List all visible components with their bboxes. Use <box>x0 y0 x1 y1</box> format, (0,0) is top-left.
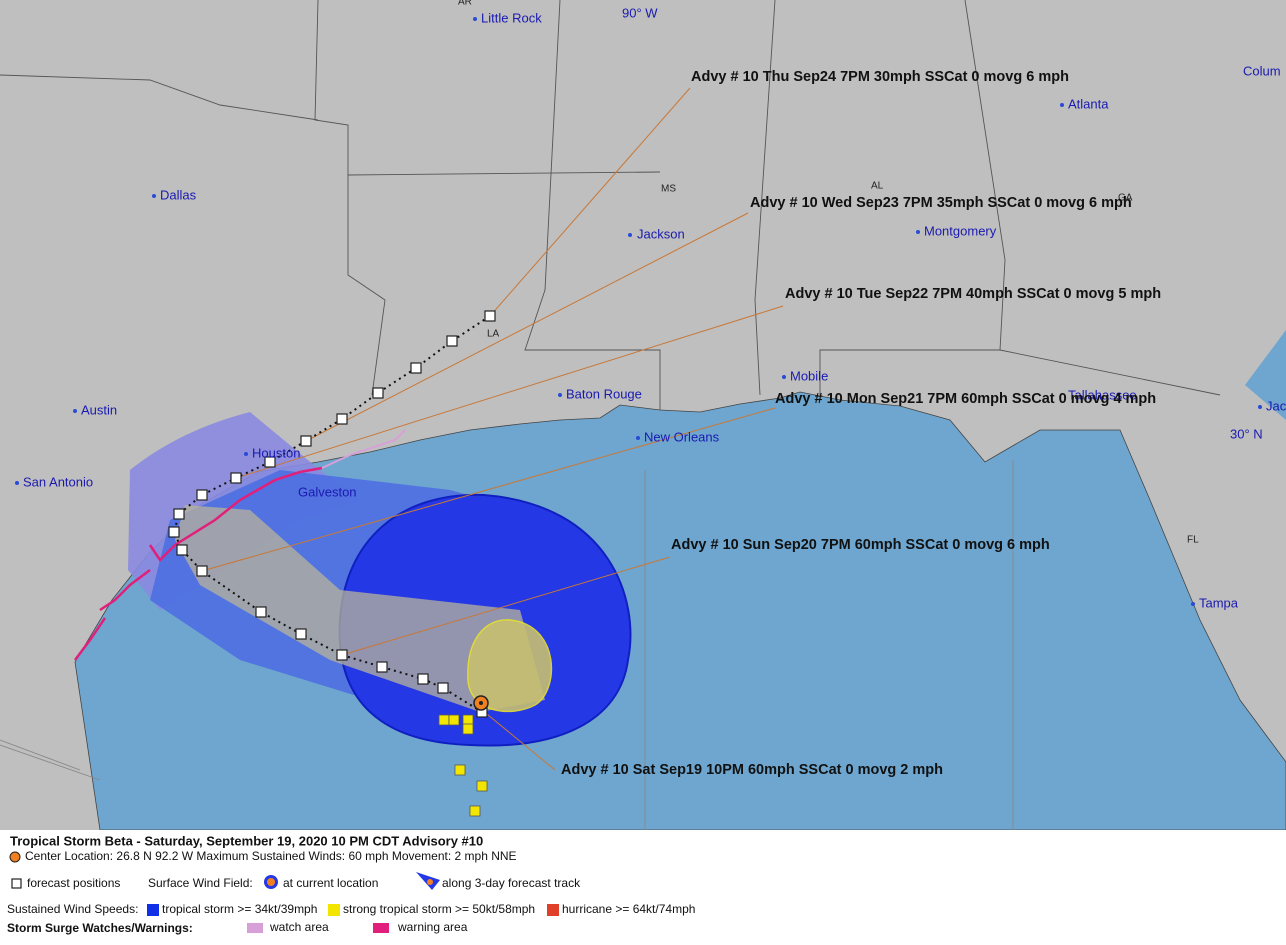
map-labels: AR MS AL GA LA FL 90° W 30° N Little Roc… <box>15 0 1286 610</box>
city-label: Colum <box>1243 63 1281 78</box>
legend-center: Center Location: 26.8 N 92.2 W Maximum S… <box>25 849 517 863</box>
advisory-label: Advy # 10 Sun Sep20 7PM 60mph SSCat 0 mo… <box>671 537 1050 553</box>
advisory-labels: Advy # 10 Thu Sep24 7PM 30mph SSCat 0 mo… <box>561 69 1161 778</box>
advisory-label: Advy # 10 Tue Sep22 7PM 40mph SSCat 0 mo… <box>785 286 1161 302</box>
legend-item: Surface Wind Field: <box>148 876 253 890</box>
state-label: LA <box>487 329 500 340</box>
storm-center <box>479 701 483 705</box>
surge-warning <box>74 466 323 661</box>
atlantic-water <box>1245 330 1286 420</box>
city-label: Austin <box>81 402 117 417</box>
advisory-label: Advy # 10 Mon Sep21 7PM 60mph SSCat 0 mo… <box>775 391 1156 407</box>
legend-item: tropical storm >= 34kt/39mph <box>162 902 317 916</box>
city-label: Galveston <box>298 484 357 499</box>
state-label: FL <box>1187 535 1199 546</box>
city-label: Dallas <box>160 187 197 202</box>
legend-item: watch area <box>269 920 329 934</box>
grid-label: 30° N <box>1230 426 1263 441</box>
state-label: MS <box>661 184 676 195</box>
past-positions <box>438 714 488 817</box>
state-borders <box>0 0 1221 830</box>
city-label: Baton Rouge <box>566 386 642 401</box>
advisory-label: Advy # 10 Thu Sep24 7PM 30mph SSCat 0 mo… <box>691 69 1069 85</box>
legend-item: at current location <box>283 876 378 890</box>
legend-item: strong tropical storm >= 50kt/58mph <box>343 902 535 916</box>
legend-item: Sustained Wind Speeds: <box>7 902 138 916</box>
city-label: Atlanta <box>1068 96 1109 111</box>
strong-ts-track <box>175 505 545 712</box>
forecast-track <box>172 315 491 713</box>
advisory-label: Advy # 10 Wed Sep23 7PM 35mph SSCat 0 mo… <box>750 195 1132 211</box>
strong-ts-current <box>467 619 553 713</box>
city-label: Houston <box>252 445 300 460</box>
legend-item: along 3-day forecast track <box>442 876 581 890</box>
legend-title: Tropical Storm Beta - Saturday, Septembe… <box>10 833 483 848</box>
state-label: AR <box>458 0 472 8</box>
forecast-positions <box>168 310 496 718</box>
surge-watch <box>321 429 406 469</box>
city-label: Jac <box>1266 398 1286 413</box>
city-label: Montgomery <box>924 223 997 238</box>
state-label: AL <box>871 181 884 192</box>
grid-label: 90° W <box>622 5 658 20</box>
legend-panel <box>0 830 1286 940</box>
city-label: Mobile <box>790 368 828 383</box>
city-label: San Antonio <box>23 474 93 489</box>
city-label: New Orleans <box>644 429 720 444</box>
state-label: GA <box>1118 193 1133 204</box>
city-label: Tallahassee <box>1068 387 1137 402</box>
city-label: Tampa <box>1199 595 1239 610</box>
legend-item: warning area <box>397 920 468 934</box>
legend-item: Storm Surge Watches/Warnings: <box>7 921 193 935</box>
advisory-label: Advy # 10 Sat Sep19 10PM 60mph SSCat 0 m… <box>561 762 943 778</box>
legend-item: forecast positions <box>27 876 120 890</box>
legend-item: hurricane >= 64kt/74mph <box>562 902 695 916</box>
advisory-leaders <box>201 87 784 771</box>
city-label: Little Rock <box>481 10 542 25</box>
city-label: Jackson <box>637 226 685 241</box>
